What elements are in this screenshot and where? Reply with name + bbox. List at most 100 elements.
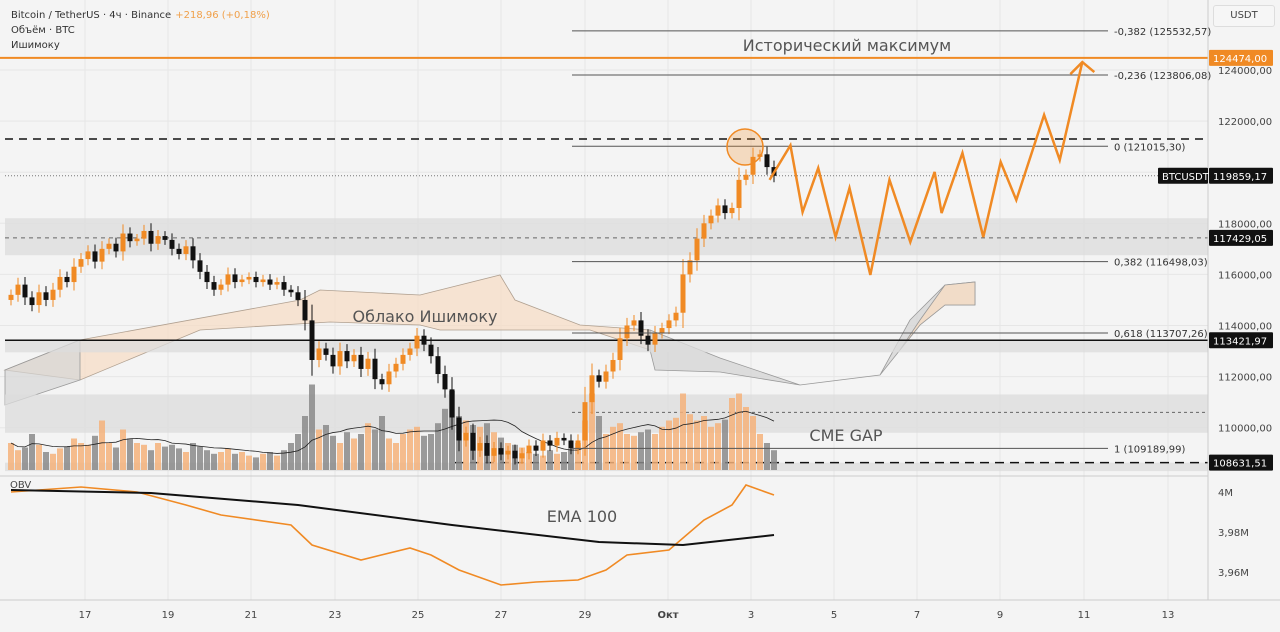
candle: [288, 289, 294, 293]
candle: [715, 205, 721, 216]
price-tick: 118000,00: [1218, 219, 1272, 230]
candle: [477, 443, 483, 451]
fib-level-label: -0,236 (123806,08): [1114, 71, 1211, 82]
price-tick: 110000,00: [1218, 424, 1272, 435]
volume-bar: [365, 423, 371, 470]
candle: [533, 445, 539, 451]
candle: [414, 335, 420, 349]
candle: [750, 156, 756, 175]
candle: [64, 276, 70, 283]
volume-bar: [281, 450, 287, 470]
volume-bar: [134, 443, 140, 470]
volume-indicator-label[interactable]: Объём · BTC: [11, 25, 75, 36]
time-tick: 11: [1078, 610, 1091, 621]
obv-tick: 4M: [1218, 488, 1233, 499]
candle: [218, 284, 224, 290]
volume-bar: [15, 450, 21, 470]
obv-line: [10, 484, 775, 586]
volume-bar: [687, 414, 693, 470]
symbol-title[interactable]: Bitcoin / TetherUS · 4ч · Binance: [11, 10, 172, 21]
candle: [57, 276, 63, 290]
volume-bar: [218, 452, 224, 470]
candle: [680, 274, 686, 313]
volume-bar: [71, 438, 77, 470]
time-tick: 3: [748, 610, 754, 621]
candle: [547, 440, 553, 446]
candle: [309, 320, 315, 360]
candle: [610, 359, 616, 372]
volume-bar: [148, 450, 154, 470]
last-price-tag-bg: [1209, 167, 1273, 184]
currency-unit-button[interactable]: USDT: [1213, 5, 1275, 27]
volume-bar: [85, 444, 91, 470]
volume-bar: [442, 408, 448, 470]
volume-bar: [631, 435, 637, 470]
price-change: +218,96 (+0,18%): [175, 10, 270, 21]
volume-bar: [225, 448, 231, 470]
ichimoku-indicator-label[interactable]: Ишимоку: [11, 40, 60, 51]
candle: [638, 320, 644, 336]
candle: [659, 328, 665, 334]
volume-bar: [729, 398, 735, 470]
volume-bar: [575, 443, 581, 470]
volume-bar: [183, 452, 189, 470]
candle: [253, 276, 259, 283]
volume-bar: [351, 438, 357, 470]
candle: [281, 282, 287, 290]
candle: [162, 236, 168, 240]
volume-bar: [624, 434, 630, 470]
price-zone: [5, 340, 1208, 353]
price-tick: 122000,00: [1218, 117, 1272, 128]
level-tag-bg: [1209, 229, 1273, 246]
candle: [260, 279, 266, 283]
volume-bar: [274, 455, 280, 470]
volume-bar: [449, 390, 455, 470]
price-tick: 114000,00: [1218, 322, 1272, 333]
candle: [239, 279, 245, 283]
candle: [246, 276, 252, 280]
volume-bar: [771, 450, 777, 470]
candle: [232, 274, 238, 283]
ichimoku-cloud-future: [899, 281, 976, 351]
candle: [337, 351, 343, 367]
volume-bar: [232, 453, 238, 470]
candle: [176, 248, 182, 254]
volume-bar: [540, 455, 546, 470]
candle: [169, 239, 175, 249]
time-tick: 29: [579, 610, 592, 621]
candle: [50, 289, 56, 300]
volume-bar: [652, 434, 658, 470]
volume-bar: [589, 393, 595, 470]
price-tick: 124000,00: [1218, 66, 1272, 77]
price-zone: [5, 218, 1208, 256]
volume-bar: [309, 384, 315, 470]
time-tick: 27: [495, 610, 508, 621]
volume-bar: [323, 425, 329, 470]
candle: [582, 402, 588, 441]
candle: [400, 354, 406, 364]
volume-bar: [337, 443, 343, 470]
cloud-annotation: Облако Ишимоку: [352, 307, 497, 326]
candle: [722, 205, 728, 214]
candle: [141, 230, 147, 239]
candle: [421, 335, 427, 345]
candle: [43, 292, 49, 300]
chart-legend: Bitcoin / TetherUS · 4ч · Binance +218,96…: [11, 8, 270, 53]
volume-bar: [239, 452, 245, 470]
time-tick: 23: [329, 610, 342, 621]
volume-bar: [680, 393, 686, 470]
candle: [736, 179, 742, 208]
volume-bar: [358, 434, 364, 470]
price-tick: 112000,00: [1218, 373, 1272, 384]
volume-bar: [400, 434, 406, 470]
volume-bar: [526, 452, 532, 470]
candle: [645, 335, 651, 345]
candle: [85, 251, 91, 260]
candle: [596, 375, 602, 382]
projection-path: [768, 61, 1084, 276]
fib-level-label: 0,382 (116498,03): [1114, 258, 1208, 269]
candle: [764, 154, 770, 168]
fib-level-label: 1 (109189,99): [1114, 444, 1186, 455]
volume-bar: [421, 435, 427, 470]
